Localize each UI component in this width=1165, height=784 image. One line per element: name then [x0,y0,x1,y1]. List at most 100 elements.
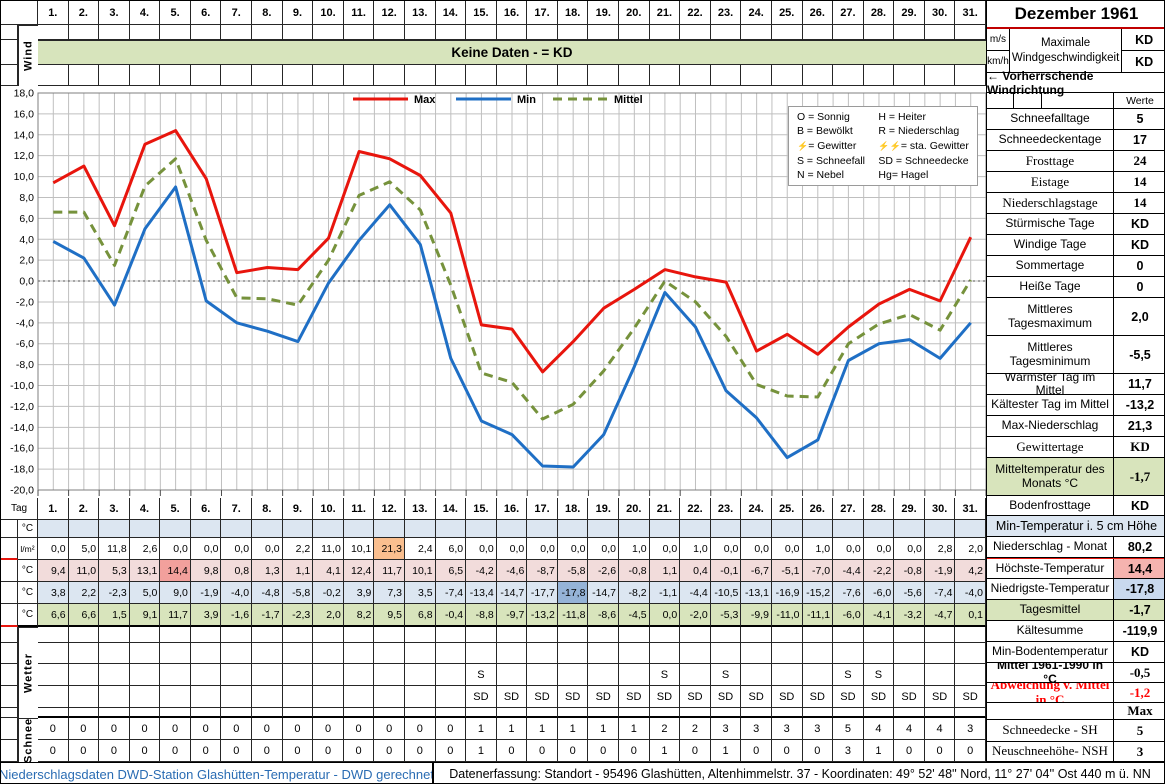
day-header[interactable]: 19. [588,498,620,520]
day-header[interactable]: 16. [496,1,528,25]
stat-value[interactable]: -0,5 [1113,663,1164,682]
mean-temp-cell[interactable]: -0,4 [435,604,467,627]
max-temp-cell[interactable]: -2,6 [588,560,620,582]
stat-value[interactable]: -5,5 [1113,336,1164,373]
min-temp-cell[interactable]: -13,1 [741,582,772,604]
mean-temp-cell[interactable]: 8,2 [343,604,375,627]
wind-empty-cell[interactable] [680,65,711,86]
snow-depth-cell[interactable]: 0 [282,718,314,740]
max-temp-cell[interactable]: 12,4 [343,560,375,582]
max-temp-cell[interactable]: 13,1 [129,560,161,582]
snowcover-code-cell[interactable]: SD [588,686,620,708]
precip-cell[interactable]: 0,0 [38,538,69,560]
snowcover-code-cell[interactable] [38,686,69,708]
wetter-cell[interactable] [374,627,405,643]
wetter-cell[interactable] [404,708,436,718]
wetter-cell[interactable] [313,627,344,643]
new-snow-cell[interactable]: 1 [466,740,497,762]
min5cm-cell[interactable] [466,520,497,538]
min5cm-cell[interactable] [894,520,925,538]
mean-temp-cell[interactable]: -13,2 [527,604,558,627]
wetter-cell[interactable] [282,708,314,718]
snow-depth-cell[interactable]: 3 [741,718,772,740]
snowfall-code-cell[interactable] [68,664,100,686]
precip-cell[interactable]: 0,0 [557,538,589,560]
wetter-cell[interactable] [221,627,253,643]
wetter-cell[interactable] [863,627,895,643]
new-snow-cell[interactable]: 0 [955,740,986,762]
wind-empty-cell[interactable] [649,65,681,86]
max-temp-cell[interactable]: -4,4 [833,560,864,582]
wind-empty-cell[interactable] [190,65,222,86]
precip-cell[interactable]: 0,0 [160,538,191,560]
wetter-cell[interactable] [99,627,130,643]
new-snow-cell[interactable]: 0 [282,740,314,762]
day-header[interactable]: 10. [313,498,344,520]
snowfall-code-cell[interactable] [435,664,467,686]
stat-value[interactable]: KD [1113,214,1164,234]
wind-empty-cell[interactable] [771,65,803,86]
snowfall-code-cell[interactable] [129,664,161,686]
wind-empty-cell[interactable] [160,65,191,86]
wetter-cell[interactable] [129,643,161,664]
snowcover-code-cell[interactable] [252,686,283,708]
min5cm-cell[interactable] [38,520,69,538]
wetter-cell[interactable] [252,627,283,643]
wind-empty-cell[interactable] [466,25,497,40]
min-temp-cell[interactable]: -5,6 [894,582,925,604]
wetter-cell[interactable] [649,627,681,643]
wetter-cell[interactable] [466,708,497,718]
snowcover-code-cell[interactable] [190,686,222,708]
precip-cell[interactable]: 0,0 [649,538,681,560]
wind-empty-cell[interactable] [68,25,100,40]
precip-cell[interactable]: 0,0 [190,538,222,560]
wind-empty-cell[interactable] [710,65,742,86]
precip-cell[interactable]: 0,0 [833,538,864,560]
precip-cell[interactable]: 1,0 [802,538,834,560]
max-temp-cell[interactable]: 6,5 [435,560,467,582]
day-header[interactable]: 11. [343,1,375,25]
new-snow-cell[interactable]: 0 [190,740,222,762]
wind-empty-cell[interactable] [343,25,375,40]
day-header[interactable]: 6. [190,498,222,520]
wind-empty-cell[interactable] [863,25,895,40]
day-header[interactable]: 26. [802,1,834,25]
min-temp-cell[interactable]: -5,8 [282,582,314,604]
wetter-cell[interactable] [527,708,558,718]
wetter-cell[interactable] [924,643,956,664]
mean-temp-cell[interactable]: 6,6 [68,604,100,627]
day-header[interactable]: 31. [955,498,986,520]
wetter-cell[interactable] [619,627,650,643]
wind-empty-cell[interactable] [38,25,69,40]
new-snow-cell[interactable]: 0 [221,740,253,762]
new-snow-cell[interactable]: 3 [833,740,864,762]
new-snow-cell[interactable]: 0 [557,740,589,762]
stat-value[interactable]: -119,9 [1113,621,1164,641]
precip-cell[interactable]: 0,0 [710,538,742,560]
wetter-cell[interactable] [313,708,344,718]
precip-cell[interactable]: 1,0 [619,538,650,560]
day-header[interactable]: 26. [802,498,834,520]
wind-empty-cell[interactable] [282,65,314,86]
wind-empty-cell[interactable] [924,25,956,40]
wind-empty-cell[interactable] [282,25,314,40]
mean-temp-cell[interactable]: -3,2 [894,604,925,627]
min5cm-cell[interactable] [68,520,100,538]
snow-depth-cell[interactable]: 1 [496,718,528,740]
snow-depth-cell[interactable]: 0 [190,718,222,740]
max-temp-cell[interactable]: -0,8 [619,560,650,582]
wetter-cell[interactable] [527,643,558,664]
wind-empty-cell[interactable] [466,65,497,86]
snowcover-code-cell[interactable]: SD [710,686,742,708]
min5cm-cell[interactable] [374,520,405,538]
max-temp-cell[interactable]: 9,8 [190,560,222,582]
wind-empty-cell[interactable] [68,65,100,86]
wind-empty-cell[interactable] [435,65,467,86]
day-header[interactable]: 8. [252,1,283,25]
wetter-cell[interactable] [955,708,986,718]
wetter-cell[interactable] [680,627,711,643]
day-header[interactable]: 30. [924,1,956,25]
precip-cell[interactable]: 2,8 [924,538,956,560]
stat-value[interactable]: 21,3 [1113,416,1164,436]
stat-value[interactable]: 80,2 [1113,537,1164,557]
